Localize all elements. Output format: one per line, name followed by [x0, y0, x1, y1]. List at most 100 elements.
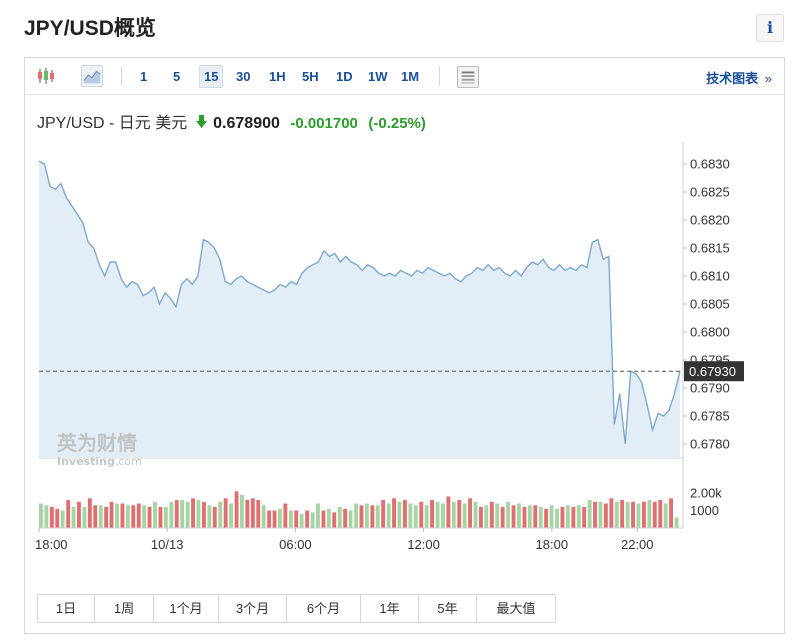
volume-bar — [77, 501, 81, 529]
volume-bar — [55, 508, 60, 529]
volume-bar — [642, 501, 646, 529]
range-1w[interactable]: 1周 — [95, 595, 154, 622]
y-tick-label: 0.6810 — [690, 269, 730, 284]
interval-1d[interactable]: 1D — [336, 69, 353, 84]
interval-30[interactable]: 30 — [236, 69, 251, 84]
volume-bar — [609, 498, 614, 529]
table-view-icon[interactable] — [457, 66, 479, 88]
tech-chart-link[interactable]: 技术图表 » — [706, 68, 772, 87]
tech-chart-label: 技术图表 — [706, 71, 759, 86]
volume-bar — [125, 505, 130, 529]
volume-bar — [538, 507, 543, 528]
y-tick-label: 0.6785 — [690, 409, 730, 424]
volume-bar — [288, 510, 293, 528]
interval-1m[interactable]: 1M — [401, 69, 420, 84]
volume-bar — [316, 503, 320, 528]
chevron-right-icon: » — [764, 71, 772, 86]
volume-bar — [408, 503, 413, 528]
volume-bar — [511, 505, 516, 529]
volume-bar — [71, 507, 76, 528]
area-chart-icon[interactable] — [81, 65, 103, 87]
volume-bar — [163, 507, 168, 528]
info-button[interactable]: i — [756, 14, 784, 42]
range-6m[interactable]: 6个月 — [287, 595, 361, 622]
volume-bar — [674, 517, 679, 528]
interval-5[interactable]: 5 — [173, 69, 181, 84]
volume-bar — [446, 496, 451, 528]
volume-bar — [49, 507, 54, 528]
volume-bar — [82, 507, 87, 528]
volume-bar — [571, 507, 576, 528]
volume-bar — [44, 505, 49, 529]
volume-bar — [66, 500, 71, 528]
volume-bar — [625, 501, 630, 529]
volume-bar — [587, 500, 592, 528]
volume-bar — [495, 503, 500, 528]
volume-bar — [441, 503, 445, 528]
interval-1w[interactable]: 1W — [368, 69, 388, 84]
interval-1[interactable]: 1 — [140, 69, 148, 84]
volume-bar — [142, 505, 147, 529]
volume-bar — [294, 510, 299, 528]
range-max[interactable]: 最大值 — [496, 601, 536, 616]
volume-bar — [462, 503, 467, 528]
current-price-tag: 0.67930 — [684, 361, 744, 382]
range-5y[interactable]: 5年 — [419, 595, 477, 622]
interval-5h[interactable]: 5H — [302, 69, 319, 84]
volume-bar — [234, 491, 239, 529]
interval-1h[interactable]: 1H — [269, 69, 286, 84]
volume-bar — [430, 500, 434, 528]
y-tick-label: 0.6800 — [690, 325, 730, 340]
volume-bar — [565, 505, 570, 529]
interval-15[interactable]: 15 — [199, 65, 224, 88]
volume-bar — [424, 505, 429, 529]
range-3m[interactable]: 3个月 — [219, 595, 287, 622]
price-chart[interactable]: 英为财情 Investing.com 0.6830 0.6825 0.6820 0.6… — [25, 58, 784, 588]
volume-bar — [115, 503, 119, 528]
candlestick-icon[interactable] — [35, 65, 57, 87]
volume-bar — [435, 501, 440, 529]
y-tick-label: 0.6820 — [690, 213, 730, 228]
current-price-label: 0.67930 — [689, 364, 736, 379]
volume-bar — [218, 501, 223, 529]
volume-bar — [598, 501, 603, 529]
range-1y[interactable]: 1年 — [361, 595, 419, 622]
x-tick-label: 12:00 — [407, 537, 440, 552]
price-line — [38, 160, 681, 445]
volume-bar — [256, 500, 261, 528]
y-tick-label: 0.6790 — [690, 381, 730, 396]
volume-bar — [582, 507, 587, 528]
x-tick-label: 18:00 — [35, 537, 68, 552]
volume-bar — [593, 501, 597, 529]
volume-axis-label: 1000 — [690, 503, 719, 518]
volume-bar — [636, 503, 641, 528]
instrument-name: JPY/USD - 日元 美元 — [37, 115, 188, 132]
volume-bar — [468, 498, 472, 529]
volume-bar — [517, 503, 521, 528]
y-tick-label: 0.6815 — [690, 241, 730, 256]
volume-bar — [419, 501, 424, 529]
volume-bar — [278, 508, 282, 529]
volume-bar — [603, 503, 608, 528]
volume-bar — [212, 507, 217, 528]
volume-bar — [473, 501, 478, 529]
volume-bar — [147, 507, 152, 528]
toolbar-separator — [121, 66, 122, 86]
volume-bar — [196, 500, 201, 528]
range-1d[interactable]: 1日 — [38, 595, 95, 622]
volume-bar — [93, 505, 98, 529]
volume-bar — [354, 503, 358, 528]
volume-bar — [370, 505, 375, 529]
x-tick-label: 06:00 — [279, 537, 312, 552]
volume-bar — [397, 501, 402, 529]
range-1m[interactable]: 1个月 — [154, 595, 219, 622]
volume-bar — [364, 503, 369, 528]
volume-bar — [180, 500, 185, 528]
volume-bar — [223, 498, 228, 529]
x-tick-label: 10/13 — [151, 537, 184, 552]
volume-bar — [375, 505, 380, 529]
volume-bar — [39, 503, 43, 528]
volume-bar — [158, 507, 163, 528]
volume-bar — [267, 510, 272, 528]
volume-bar — [348, 510, 353, 528]
